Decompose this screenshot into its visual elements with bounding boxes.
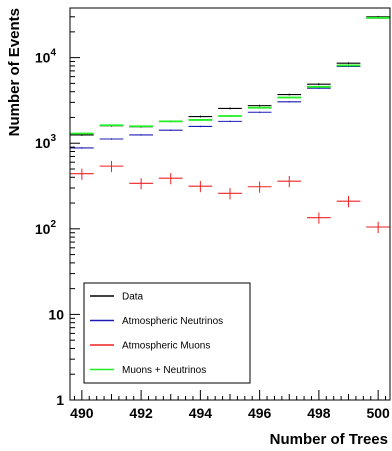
- legend: Data Atmospheric Neutrinos Atmospheric Muo…: [83, 282, 251, 384]
- series-muons-neutrinos: [70, 16, 390, 135]
- x-tick-label: 500: [366, 405, 390, 421]
- series-atmospheric-muons: [70, 160, 390, 234]
- x-tick-label: 498: [307, 405, 331, 421]
- y-tick-label: 1: [56, 392, 64, 408]
- axes: 490 492 494 496 498 500 1 10 102 103 104: [35, 16, 390, 421]
- x-tick-label: 492: [129, 405, 153, 421]
- y-axis-title: Number of Events: [6, 8, 23, 136]
- x-axis-title: Number of Trees: [270, 431, 388, 448]
- legend-label: Data: [122, 292, 144, 303]
- series-atmospheric-neutrinos: [70, 17, 390, 149]
- plot-area: [70, 15, 390, 234]
- legend-label: Atmospheric Muons: [122, 341, 210, 352]
- x-tick-label: 494: [189, 405, 213, 421]
- x-tick-label: 490: [70, 405, 94, 421]
- legend-label: Atmospheric Neutrinos: [122, 316, 223, 327]
- y-tick-label: 10: [48, 306, 64, 322]
- legend-label: Muons + Neutrinos: [122, 365, 206, 376]
- legend-box: [83, 282, 251, 384]
- series-data: [70, 15, 390, 136]
- y-tick-label: 102: [35, 219, 57, 237]
- y-tick-label: 104: [35, 48, 57, 66]
- y-tick-label: 103: [35, 133, 57, 151]
- x-tick-label: 496: [248, 405, 272, 421]
